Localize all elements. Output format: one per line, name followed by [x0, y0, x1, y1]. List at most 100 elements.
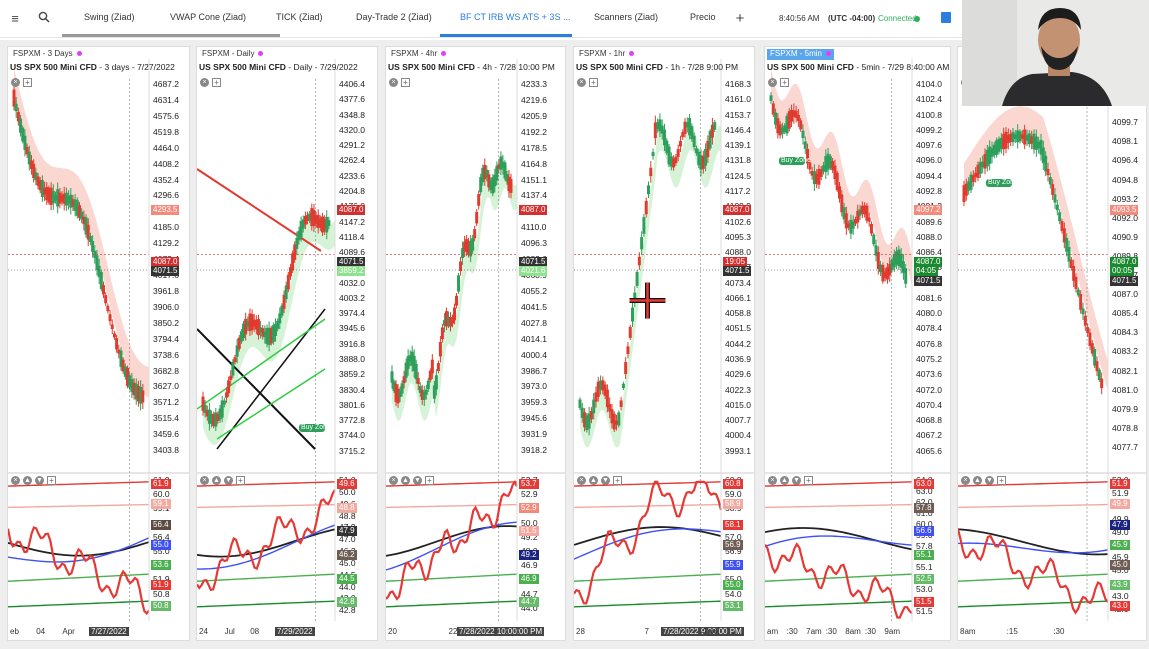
chart-pane-2[interactable]: FSPXM - Daily US SPX 500 Mini CFD - Daily… — [196, 46, 378, 641]
pane-add-icon[interactable]: + — [780, 78, 789, 87]
osc-down-icon[interactable]: ▼ — [601, 476, 610, 485]
osc-up-icon[interactable]: ▲ — [401, 476, 410, 485]
osc-add-icon[interactable]: + — [997, 476, 1006, 485]
symbol-tag[interactable]: FSPXM - 3 Days — [10, 49, 85, 60]
candle-body — [967, 181, 971, 191]
candle-body — [493, 174, 497, 187]
time-axis-label: Jul — [224, 627, 235, 636]
tab-swing[interactable]: Swing (Ziad) — [84, 12, 135, 22]
osc-down-icon[interactable]: ▼ — [413, 476, 422, 485]
tab-day-trade-2[interactable]: Day-Trade 2 (Ziad) — [356, 12, 432, 22]
chart-canvas-6[interactable] — [958, 47, 1147, 641]
candle-body — [1090, 343, 1094, 354]
chart-canvas-2[interactable] — [197, 47, 378, 641]
oscillator-band — [958, 503, 1109, 509]
chart-pane-6[interactable]: ×+×▲▼+4101.94100.34099.74098.14096.44094… — [957, 46, 1147, 641]
candle-body — [580, 407, 584, 418]
pane-close-icon[interactable]: × — [577, 78, 586, 87]
candle-body — [808, 162, 812, 170]
oscillator-tick-label: 43.0 — [1112, 591, 1129, 602]
chart-canvas-1[interactable] — [8, 47, 190, 641]
chart-pane-5[interactable]: FSPXM - 5min US SPX 500 Mini CFD - 5min -… — [764, 46, 951, 641]
chart-canvas-4[interactable] — [574, 47, 755, 641]
price-tick-label: 4151.1 — [521, 174, 547, 185]
price-tick-label: 3959.3 — [521, 397, 547, 408]
save-icon[interactable] — [941, 12, 951, 23]
candle-body — [406, 356, 410, 369]
chart-canvas-5[interactable] — [765, 47, 951, 641]
osc-close-icon[interactable]: × — [389, 476, 398, 485]
osc-add-icon[interactable]: + — [47, 476, 56, 485]
price-tick-label: 4575.6 — [153, 110, 179, 121]
price-tick-label: 4086.4 — [916, 247, 942, 258]
osc-up-icon[interactable]: ▲ — [589, 476, 598, 485]
oscillator-band — [8, 481, 150, 487]
chart-canvas-3[interactable] — [386, 47, 566, 641]
osc-down-icon[interactable]: ▼ — [792, 476, 801, 485]
candle-body — [701, 155, 705, 169]
candle-body — [93, 250, 97, 258]
osc-down-icon[interactable]: ▼ — [224, 476, 233, 485]
symbol-tag[interactable]: FSPXM - Daily — [199, 49, 266, 60]
pane-add-icon[interactable]: + — [589, 78, 598, 87]
osc-up-icon[interactable]: ▲ — [212, 476, 221, 485]
osc-add-icon[interactable]: + — [425, 476, 434, 485]
symbol-tag[interactable]: FSPXM - 5min — [767, 49, 835, 60]
price-marker-label: 4071.5 — [1110, 275, 1139, 286]
add-tab-button[interactable]: + — [735, 10, 745, 27]
osc-down-icon[interactable]: ▼ — [35, 476, 44, 485]
candle-body — [771, 103, 775, 115]
oscillator-marker-label: 49.9 — [1110, 499, 1130, 510]
chart-pane-4[interactable]: FSPXM - 1hr US SPX 500 Mini CFD - 1h - 7/… — [573, 46, 755, 641]
price-tick-label: 4096.0 — [916, 155, 942, 166]
tab-scanners[interactable]: Scanners (Ziad) — [594, 12, 659, 22]
candle-body — [286, 274, 290, 290]
osc-add-icon[interactable]: + — [613, 476, 622, 485]
tab-tick[interactable]: TICK (Ziad) — [276, 12, 323, 22]
candle-body — [983, 153, 987, 169]
pane-close-icon[interactable]: × — [11, 78, 20, 87]
osc-up-icon[interactable]: ▲ — [973, 476, 982, 485]
candle-body — [612, 413, 616, 430]
pane-close-icon[interactable]: × — [768, 78, 777, 87]
chart-pane-3[interactable]: FSPXM - 4hr US SPX 500 Mini CFD - 4h - 7/… — [385, 46, 566, 641]
osc-close-icon[interactable]: × — [961, 476, 970, 485]
candle-body — [254, 320, 258, 330]
osc-add-icon[interactable]: + — [236, 476, 245, 485]
price-tick-label: 4291.2 — [339, 140, 365, 151]
oscillator-marker-label: 49.6 — [337, 479, 357, 489]
search-icon[interactable] — [36, 11, 52, 27]
chart-pane-1[interactable]: FSPXM - 3 Days US SPX 500 Mini CFD - 3 da… — [7, 46, 190, 641]
candle-body — [681, 132, 685, 138]
candle-body — [73, 199, 77, 211]
price-tick-label: 4022.3 — [725, 384, 751, 395]
candle-body — [420, 389, 424, 400]
pane-add-icon[interactable]: + — [212, 78, 221, 87]
price-tick-label: 3906.0 — [153, 301, 179, 312]
tab-vwap-cone[interactable]: VWAP Cone (Ziad) — [170, 12, 247, 22]
pane-add-icon[interactable]: + — [23, 78, 32, 87]
osc-close-icon[interactable]: × — [200, 476, 209, 485]
oscillator-tick-label: 49.9 — [1112, 514, 1129, 524]
osc-down-icon[interactable]: ▼ — [985, 476, 994, 485]
candle-body — [473, 229, 477, 239]
osc-close-icon[interactable]: × — [577, 476, 586, 485]
candle-body — [869, 223, 873, 234]
price-tick-label: 4352.4 — [153, 174, 179, 185]
pane-add-icon[interactable]: + — [401, 78, 410, 87]
tab-precio[interactable]: Precio — [690, 12, 716, 22]
candle-body — [308, 213, 312, 221]
osc-close-icon[interactable]: × — [768, 476, 777, 485]
pane-close-icon[interactable]: × — [389, 78, 398, 87]
pane-close-icon[interactable]: × — [200, 78, 209, 87]
symbol-tag[interactable]: FSPXM - 1hr — [576, 49, 637, 60]
osc-close-icon[interactable]: × — [11, 476, 20, 485]
candle-body — [892, 254, 896, 268]
candle-body — [856, 210, 860, 223]
osc-up-icon[interactable]: ▲ — [780, 476, 789, 485]
hamburger-icon[interactable]: ≡ — [11, 11, 19, 26]
tab-bf-ct-irb[interactable]: BF CT IRB WS ATS + 3S ... — [460, 12, 571, 22]
symbol-tag[interactable]: FSPXM - 4hr — [388, 49, 449, 60]
osc-add-icon[interactable]: + — [804, 476, 813, 485]
osc-up-icon[interactable]: ▲ — [23, 476, 32, 485]
